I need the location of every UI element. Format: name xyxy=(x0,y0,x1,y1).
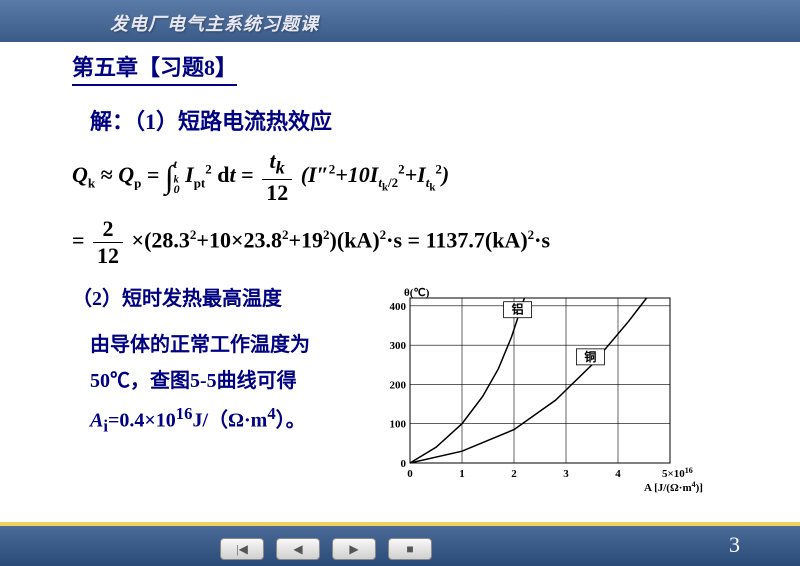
svg-text:A [J/(Ω·m4)]: A [J/(Ω·m4)] xyxy=(644,479,703,493)
svg-text:4: 4 xyxy=(615,468,621,480)
svg-text:400: 400 xyxy=(390,301,407,313)
svg-text:100: 100 xyxy=(390,418,407,430)
footer-bar: |◀ ◀ ▶ ■ 3 xyxy=(0,526,800,566)
svg-text:铜: 铜 xyxy=(584,349,596,364)
nav-stop-button[interactable]: ■ xyxy=(388,538,432,560)
part2-text: （2）短时发热最高温度 由导体的正常工作温度为 50℃，查图5-5曲线可得 Ai… xyxy=(72,281,362,442)
slide-content: 第五章【习题8】 解：（1）短路电流热效应 Qk ≈ Qp = ∫tk0 Ipt… xyxy=(0,42,800,498)
header-title: 发电厂电气主系统习题课 xyxy=(110,14,319,34)
equation-2: = 212 ×(28.32+10×23.82+192)(kA)2·s = 113… xyxy=(72,218,770,267)
nav-buttons: |◀ ◀ ▶ ■ xyxy=(220,538,432,560)
svg-text:1: 1 xyxy=(459,468,465,480)
nav-first-button[interactable]: |◀ xyxy=(220,538,264,560)
nav-prev-button[interactable]: ◀ xyxy=(276,538,320,560)
part2-label: （2）短时发热最高温度 xyxy=(72,281,362,317)
heating-chart: 0 100 200 300 400 0 1 2 3 4 θ(℃) 5×1016A [J/(Ω·m4)]… xyxy=(380,283,730,498)
svg-text:5×1016: 5×1016 xyxy=(662,465,693,480)
nav-next-button[interactable]: ▶ xyxy=(332,538,376,560)
part2-body: 由导体的正常工作温度为 50℃，查图5-5曲线可得 Ai=0.4×1016J/（… xyxy=(90,327,362,442)
svg-text:300: 300 xyxy=(390,340,407,352)
svg-text:2: 2 xyxy=(511,468,517,480)
svg-text:200: 200 xyxy=(390,379,407,391)
svg-text:3: 3 xyxy=(563,468,569,480)
svg-text:0: 0 xyxy=(407,468,413,480)
page-number: 3 xyxy=(729,532,740,558)
svg-text:铝: 铝 xyxy=(512,301,524,316)
chapter-title: 第五章【习题8】 xyxy=(72,50,237,86)
slide-header: 发电厂电气主系统习题课 xyxy=(0,0,800,42)
part1-label: 解：（1）短路电流热效应 xyxy=(90,104,770,136)
svg-text:θ(℃): θ(℃) xyxy=(404,287,430,299)
svg-text:0: 0 xyxy=(401,458,407,470)
equation-1: Qk ≈ Qp = ∫tk0 Ipt2 dt = tk12 (I″2+10Itk… xyxy=(72,150,770,204)
